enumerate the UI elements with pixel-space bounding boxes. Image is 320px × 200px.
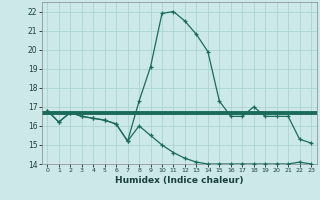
- X-axis label: Humidex (Indice chaleur): Humidex (Indice chaleur): [115, 176, 244, 185]
